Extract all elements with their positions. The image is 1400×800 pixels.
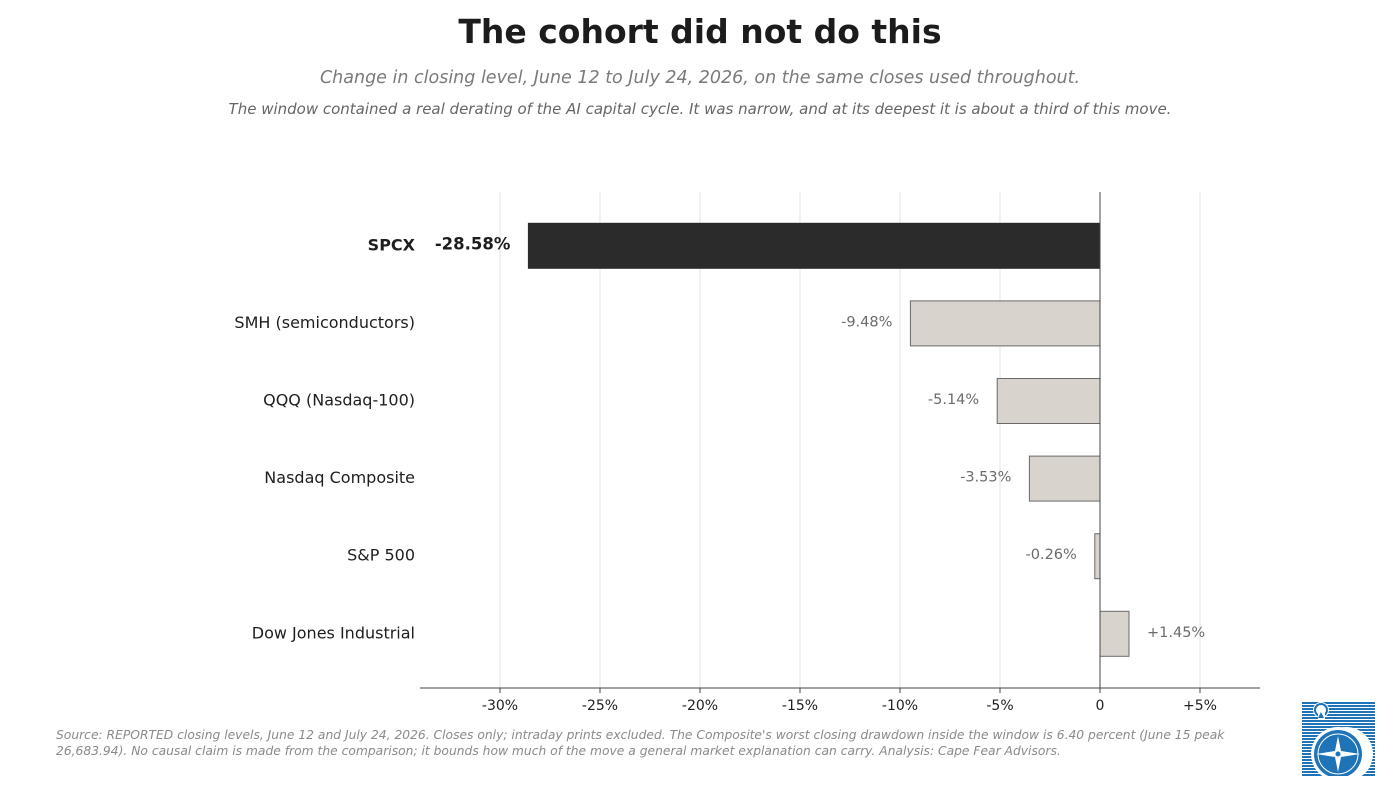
- logo-stripe: [1302, 723, 1375, 725]
- x-tick-label: -25%: [582, 698, 618, 714]
- bar: [909, 300, 1101, 347]
- logo-stripe: [1302, 726, 1375, 728]
- logo-stripe: [1302, 717, 1375, 719]
- chart-subtitle: Change in closing level, June 12 to July…: [319, 68, 1081, 88]
- bar: [1094, 533, 1101, 580]
- logo-stripe: [1302, 705, 1375, 707]
- data-label: -28.58%: [435, 234, 511, 253]
- bar: [1099, 610, 1130, 657]
- x-tick-label: -15%: [782, 698, 818, 714]
- category-label: Nasdaq Composite: [264, 468, 415, 487]
- x-tick-label: -20%: [682, 698, 718, 714]
- data-label: +1.45%: [1147, 625, 1205, 641]
- category-label: S&P 500: [347, 546, 415, 565]
- data-label: -9.48%: [841, 314, 892, 330]
- logo-stripe: [1302, 708, 1375, 710]
- data-label: -5.14%: [928, 392, 979, 408]
- bar: [527, 222, 1101, 269]
- chart-note: The window contained a real derating of …: [228, 100, 1172, 118]
- compass-rose-icon: [1302, 702, 1375, 776]
- category-label: QQQ (Nasdaq-100): [263, 391, 415, 410]
- x-tick-label: -30%: [482, 698, 518, 714]
- logo-stripe: [1302, 720, 1375, 722]
- bar-chart: SPCX -28.58% SMH (semiconductors) -9.48% QQQ…: [234, 192, 1260, 714]
- logo-stripe: [1302, 714, 1375, 716]
- source-note: Source: REPORTED closing levels, June 12…: [56, 728, 1225, 758]
- logo-stripe: [1302, 702, 1375, 704]
- bar: [1028, 455, 1101, 502]
- data-label: -0.26%: [1026, 547, 1077, 563]
- bar: [996, 378, 1101, 424]
- x-tick-label: +5%: [1183, 698, 1217, 714]
- category-label: SPCX: [368, 235, 416, 254]
- x-tick-label: 0: [1096, 698, 1105, 714]
- x-tick-label: -5%: [986, 698, 1013, 714]
- logo-stripe: [1302, 711, 1375, 713]
- data-label: -3.53%: [960, 470, 1011, 486]
- chart-title: The cohort did not do this: [458, 12, 942, 51]
- x-tick-label: -10%: [882, 698, 918, 714]
- category-label: Dow Jones Industrial: [252, 623, 415, 642]
- category-label: SMH (semiconductors): [234, 313, 415, 332]
